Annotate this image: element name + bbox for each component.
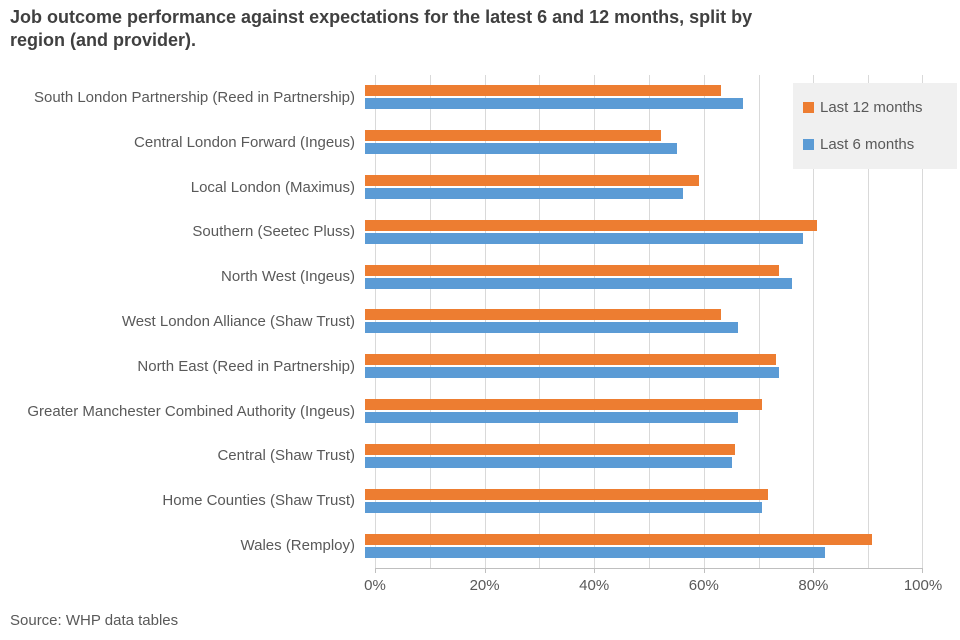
- table-row: North West (Ingeus): [0, 254, 923, 299]
- gridline: [813, 75, 815, 568]
- bar-last-6-months: [365, 98, 744, 110]
- bar-last-6-months: [365, 367, 779, 379]
- bar-group: [365, 523, 913, 568]
- gridline: [594, 75, 596, 568]
- bar-last-6-months: [365, 143, 678, 155]
- bar-last-12-months: [365, 175, 700, 187]
- legend-swatch-icon: [803, 139, 814, 150]
- bar-group: [365, 344, 913, 389]
- gridline: [649, 75, 650, 568]
- gridline: [868, 75, 870, 568]
- legend-label: Last 6 months: [820, 136, 915, 153]
- bar-last-6-months: [365, 322, 738, 334]
- bar-last-12-months: [365, 399, 763, 411]
- bar-group: [365, 165, 913, 210]
- bar-last-12-months: [365, 309, 722, 321]
- bar-last-6-months: [365, 232, 804, 244]
- x-tick: [484, 568, 486, 573]
- x-tick-label: 100%: [903, 577, 943, 594]
- bar-group: [365, 434, 913, 479]
- bar-group: [365, 75, 913, 120]
- bar-last-12-months: [365, 85, 722, 97]
- bar-group: [365, 478, 913, 523]
- table-row: Southern (Seetec Pluss): [0, 209, 923, 254]
- category-rows: South London Partnership (Reed in Partne…: [0, 75, 923, 568]
- bar-last-6-months: [365, 412, 738, 424]
- bar-last-12-months: [365, 264, 779, 276]
- bar-last-6-months: [365, 456, 733, 468]
- bar-last-12-months: [365, 219, 818, 231]
- plot-region: South London Partnership (Reed in Partne…: [0, 75, 960, 594]
- bar-group: [365, 389, 913, 434]
- category-label: West London Alliance (Shaw Trust): [121, 312, 355, 330]
- bar-last-12-months: [365, 533, 872, 545]
- x-tick-label: 60%: [688, 577, 719, 594]
- bar-group: [365, 120, 913, 165]
- category-label: Central London Forward (Ingeus): [134, 133, 355, 151]
- category-label: Home Counties (Shaw Trust): [162, 492, 355, 510]
- gridline: [703, 75, 705, 568]
- x-tick: [922, 568, 923, 573]
- bar-last-12-months: [365, 354, 776, 366]
- bar-last-6-months: [365, 188, 683, 200]
- bar-last-12-months: [365, 130, 661, 142]
- gridline: [539, 75, 541, 568]
- table-row: Home Counties (Shaw Trust): [0, 478, 923, 523]
- table-row: West London Alliance (Shaw Trust): [0, 299, 923, 344]
- gridline: [375, 75, 376, 568]
- category-label: South London Partnership (Reed in Partne…: [33, 88, 355, 106]
- source-note: Source: WHP data tables: [10, 612, 179, 629]
- gridline: [922, 75, 923, 568]
- gridline: [429, 75, 431, 568]
- category-label: Greater Manchester Combined Authority (I…: [27, 402, 355, 420]
- legend: Last 12 months Last 6 months: [793, 83, 957, 169]
- table-row: Central London Forward (Ingeus): [0, 120, 923, 165]
- category-label: Southern (Seetec Pluss): [192, 223, 355, 241]
- plot-background: [375, 75, 923, 569]
- x-tick-label: 20%: [469, 577, 500, 594]
- x-tick-label: 80%: [798, 577, 829, 594]
- legend-item: Last 12 months: [803, 99, 957, 116]
- bar-last-6-months: [365, 277, 793, 289]
- table-row: Greater Manchester Combined Authority (I…: [0, 389, 923, 434]
- category-label: North West (Ingeus): [221, 268, 355, 286]
- x-tick-label: 0%: [364, 577, 386, 594]
- x-tick: [375, 568, 376, 573]
- x-tick: [813, 568, 815, 573]
- x-tick: [703, 568, 705, 573]
- bar-last-6-months: [365, 501, 763, 513]
- legend-swatch-icon: [803, 102, 814, 113]
- gridline: [484, 75, 486, 568]
- bar-group: [365, 254, 913, 299]
- bar-last-12-months: [365, 443, 735, 455]
- legend-item: Last 6 months: [803, 136, 957, 153]
- category-label: Central (Shaw Trust): [217, 447, 355, 465]
- x-axis: 0% 20% 40% 60% 80% 100%: [364, 568, 942, 608]
- table-row: Wales (Remploy): [0, 523, 923, 568]
- table-row: Central (Shaw Trust): [0, 434, 923, 479]
- table-row: Local London (Maximus): [0, 165, 923, 210]
- table-row: North East (Reed in Partnership): [0, 344, 923, 389]
- category-label: Local London (Maximus): [190, 178, 355, 196]
- bar-last-12-months: [365, 488, 768, 500]
- gridline: [758, 75, 760, 568]
- category-label: Wales (Remploy): [240, 537, 355, 555]
- bar-last-6-months: [365, 546, 826, 558]
- table-row: South London Partnership (Reed in Partne…: [0, 75, 923, 120]
- category-label: North East (Reed in Partnership): [137, 357, 355, 375]
- chart-title: Job outcome performance against expectat…: [10, 7, 753, 51]
- x-tick-label: 40%: [579, 577, 610, 594]
- legend-label: Last 12 months: [820, 99, 923, 116]
- bar-group: [365, 299, 913, 344]
- x-tick: [594, 568, 596, 573]
- bar-group: [365, 209, 913, 254]
